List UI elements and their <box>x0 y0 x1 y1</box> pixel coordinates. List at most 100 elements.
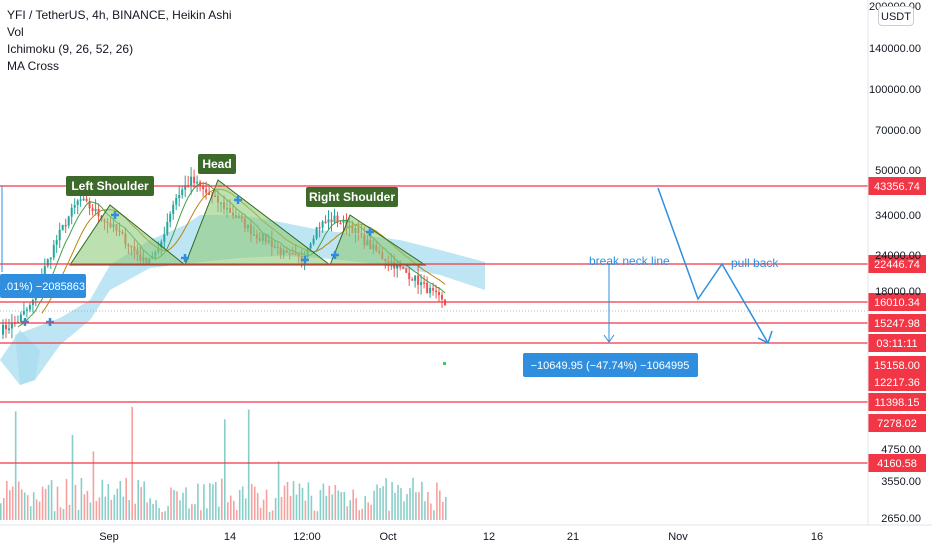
x-axis-tick: 21 <box>567 531 579 543</box>
y-axis-tick: 4750.00 <box>881 444 921 456</box>
volume-bar <box>346 506 349 520</box>
x-axis-tick: 12:00 <box>293 531 321 543</box>
volume-bar <box>224 419 226 520</box>
volume-bar <box>337 490 340 520</box>
candle-body <box>336 215 339 223</box>
candle-body <box>55 240 58 245</box>
break-neck-line-label: break neck line <box>589 254 670 268</box>
measure-box-text: −10649.95 (−47.74%) −1064995 <box>531 360 690 372</box>
volume-bar <box>47 484 50 520</box>
candle-body <box>178 195 181 199</box>
volume-bar <box>209 483 211 520</box>
measure-box <box>523 353 698 377</box>
volume-bar <box>56 486 59 520</box>
volume-bar <box>200 510 202 520</box>
volume-bar <box>250 483 253 520</box>
candle-body <box>205 189 208 193</box>
volume-bar <box>104 496 107 520</box>
candle-body <box>22 311 25 315</box>
candle-body <box>79 199 82 201</box>
volume-bar <box>221 478 223 520</box>
volume-bar <box>307 482 310 520</box>
candle-body <box>163 234 166 242</box>
indicator-ma-cross[interactable]: MA Cross <box>7 59 60 73</box>
volume-bar <box>203 484 205 520</box>
volume-bar <box>185 487 187 520</box>
indicator-vol[interactable]: Vol <box>7 25 24 39</box>
y-axis-tick: 140000.00 <box>869 43 921 55</box>
volume-bar <box>331 494 334 520</box>
volume-bar <box>325 495 328 520</box>
volume-bar <box>44 488 47 520</box>
volume-bar <box>295 494 298 520</box>
volume-bar <box>233 500 235 520</box>
projection-path <box>657 187 769 344</box>
price-tag <box>868 373 926 391</box>
candle-body <box>94 209 97 211</box>
price-tag <box>868 334 926 352</box>
candle-body <box>190 176 193 186</box>
volume-bar <box>83 494 86 520</box>
volume-bar <box>334 485 337 520</box>
volume-bar <box>26 495 29 520</box>
volume-bar <box>445 496 447 520</box>
volume-bar <box>424 501 426 520</box>
volume-bar <box>86 490 89 520</box>
volume-bar <box>322 483 325 520</box>
chart-legend: YFI / TetherUS, 4h, BINANCE, Heikin Ashi… <box>7 7 232 75</box>
volume-bar <box>373 490 375 520</box>
volume-bar <box>119 481 122 520</box>
volume-bar <box>442 501 444 520</box>
volume-bar <box>92 451 95 520</box>
volume-bar <box>391 482 393 520</box>
volume-bar <box>89 502 92 520</box>
price-tag-label: 22446.74 <box>874 259 920 271</box>
volume-bar <box>376 484 378 520</box>
volume-bar <box>361 508 363 520</box>
volume-bar <box>152 503 154 520</box>
price-tag-label: 11398.15 <box>874 397 919 409</box>
candle-body <box>88 201 91 209</box>
candle-body <box>202 186 205 190</box>
volume-bar <box>107 484 110 520</box>
volume-bar <box>343 491 346 520</box>
price-tag <box>868 393 926 411</box>
candle-body <box>5 324 7 330</box>
candle-body <box>429 287 432 294</box>
volume-bar <box>170 487 172 520</box>
y-axis-tick: 18000.00 <box>875 286 921 298</box>
candle-body <box>82 198 85 201</box>
candle-body <box>181 189 184 196</box>
volume-bar <box>238 490 241 520</box>
x-axis-tick: 12 <box>483 531 495 543</box>
measure-arrowhead <box>603 334 615 343</box>
price-tag-label: 15158.00 <box>874 360 920 372</box>
volume-bar <box>0 503 2 520</box>
indicator-ichimoku[interactable]: Ichimoku (9, 26, 52, 26) <box>7 42 134 56</box>
x-axis-tick: 16 <box>811 531 823 543</box>
candle-body <box>43 266 46 277</box>
candle-body <box>160 241 163 248</box>
volume-bar <box>340 492 343 520</box>
volume-bar <box>155 500 157 520</box>
volume-bar <box>20 489 23 520</box>
volume-bar <box>53 511 56 520</box>
volume-bar <box>176 491 178 520</box>
currency-button[interactable]: USDT <box>878 6 914 26</box>
left-shoulder-label-bg <box>66 176 154 196</box>
volume-bar <box>253 486 256 520</box>
volume-bar <box>41 486 44 520</box>
candle-body <box>435 290 438 293</box>
volume-bar <box>283 485 286 520</box>
volume-bar <box>271 510 274 520</box>
candle-body <box>25 309 28 311</box>
volume-bar <box>313 510 316 520</box>
candle-body <box>423 282 426 284</box>
candle-body <box>432 287 435 291</box>
candle-body <box>184 185 187 190</box>
volume-bar <box>403 501 405 520</box>
volume-bar <box>191 504 193 520</box>
right-shoulder-label-bg <box>306 187 398 207</box>
